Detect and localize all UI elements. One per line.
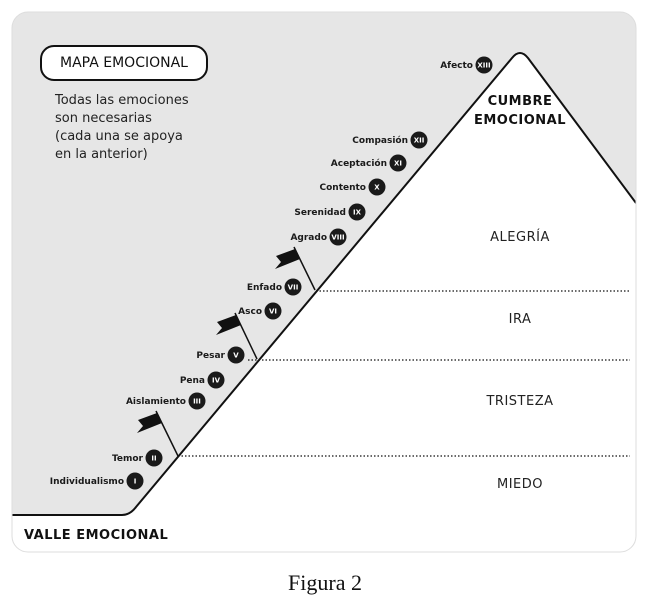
emotion-marker: XIII Afecto (440, 56, 493, 74)
emotion-numeral: X (374, 184, 380, 192)
numeral-badge (145, 449, 163, 467)
emotion-numeral: VII (288, 284, 299, 292)
emotion-marker: X Contento (320, 178, 386, 196)
layer-miedo: MIEDO (497, 477, 543, 492)
emotion-numeral: IV (212, 377, 221, 385)
emotion-numeral: V (233, 352, 239, 360)
numeral-badge (188, 392, 206, 410)
card-border (11, 11, 637, 553)
emotion-marker: IX Serenidad (294, 203, 366, 221)
emotion-marker: IV Pena (180, 371, 225, 389)
summit-label-line2: EMOCIONAL (474, 113, 566, 128)
numeral-badge (126, 472, 144, 490)
mountain-outline (12, 52, 636, 516)
emotion-numeral: I (134, 478, 137, 486)
numeral-badge (329, 228, 347, 246)
emotion-numeral: XII (414, 137, 425, 145)
emotion-label: Temor (112, 454, 144, 464)
emotion-marker: VII Enfado (247, 278, 302, 296)
numeral-badge (264, 302, 282, 320)
emotion-numeral: III (193, 398, 201, 406)
emotion-label: Agrado (290, 233, 327, 243)
emotion-label: Contento (320, 183, 367, 193)
numeral-badge (389, 154, 407, 172)
emotion-marker: XII Compasión (352, 131, 428, 149)
emotion-marker: III Aislamiento (126, 392, 206, 410)
numeral-badge (284, 278, 302, 296)
emotion-marker: II Temor (112, 449, 163, 467)
emotion-label: Aceptación (331, 158, 387, 169)
numeral-badge (207, 371, 225, 389)
map-description: Todas las emociones son necesarias (cada… (55, 92, 225, 164)
numeral-badge (227, 346, 245, 364)
figure-caption: Figura 2 (288, 570, 362, 595)
numeral-badge (475, 56, 493, 74)
emotion-marker: XI Aceptación (331, 154, 407, 172)
mountain (12, 53, 636, 552)
numeral-badge (348, 203, 366, 221)
summit-label-line1: CUMBRE (488, 94, 553, 109)
description-line: (cada una se apoya (55, 129, 183, 144)
layer-alegria: ALEGRÍA (490, 229, 550, 245)
flag-icon (137, 410, 179, 457)
layer-ira: IRA (509, 312, 532, 327)
emotion-marker: VIII Agrado (290, 228, 347, 246)
flag-icon (275, 246, 316, 291)
emotion-label: Serenidad (294, 208, 346, 218)
emotion-numeral: XI (394, 160, 402, 168)
layer-tristeza: TRISTEZA (485, 394, 553, 409)
emotion-label: Pesar (196, 351, 225, 361)
emotion-numeral: VIII (331, 234, 344, 242)
emotion-label: Enfado (247, 283, 282, 293)
emotion-numeral: II (151, 455, 156, 463)
emotion-label: Compasión (352, 135, 408, 146)
emotion-label: Aislamiento (126, 397, 186, 407)
emotion-marker: V Pesar (196, 346, 245, 364)
emotion-marker: VI Asco (238, 302, 282, 320)
emotion-label: Pena (180, 376, 205, 386)
description-line: son necesarias (55, 111, 152, 126)
emotion-label: Afecto (440, 61, 473, 71)
emotion-numeral: VI (269, 308, 277, 316)
numeral-badge (410, 131, 428, 149)
emotion-marker: I Individualismo (50, 472, 144, 490)
emotion-label: Asco (238, 307, 262, 317)
description-line: Todas las emociones (55, 93, 189, 108)
map-title: MAPA EMOCIONAL (40, 45, 208, 81)
description-line: en la anterior) (55, 147, 148, 162)
numeral-badge (368, 178, 386, 196)
emotion-label: Individualismo (50, 477, 124, 487)
emotion-numeral: XIII (477, 62, 490, 70)
valley-label: VALLE EMOCIONAL (24, 528, 168, 543)
emotion-numeral: IX (353, 209, 362, 217)
flag-icon (216, 312, 258, 360)
